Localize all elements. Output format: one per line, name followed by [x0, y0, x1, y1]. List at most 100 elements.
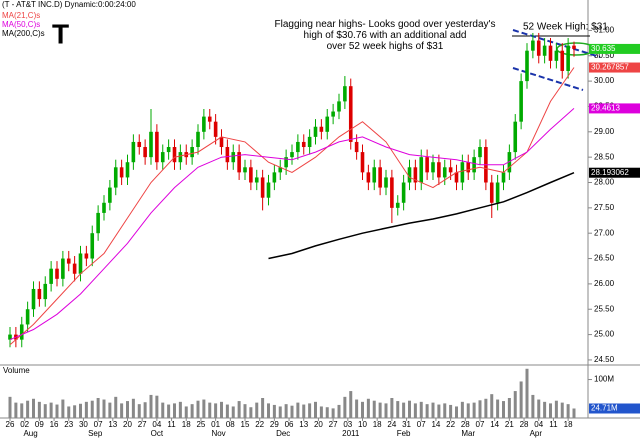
candle-body — [31, 288, 36, 310]
candle-body — [296, 141, 300, 153]
volume-bar — [220, 401, 223, 418]
legend-entry: MA(200,C)s — [2, 29, 45, 38]
candle-body — [301, 141, 306, 148]
volume-bar — [460, 401, 464, 418]
candle-body — [572, 45, 576, 49]
volume-bar — [267, 403, 270, 418]
candle-body — [466, 162, 471, 173]
volume-bar — [343, 396, 347, 418]
x-tick-label: 02 — [20, 420, 29, 429]
volume-bar — [120, 403, 124, 418]
volume-bar — [20, 403, 24, 418]
candle-body — [495, 182, 500, 203]
x-tick-label: 20 — [314, 420, 323, 429]
legend-entry: MA(21,C)s — [2, 11, 40, 20]
candle-body — [178, 152, 183, 163]
candle-body — [19, 324, 24, 340]
volume-bar — [372, 400, 376, 418]
volume-bar — [190, 404, 194, 418]
volume-bar — [443, 403, 447, 418]
volume-bar — [366, 398, 370, 418]
volume-bar — [490, 394, 494, 418]
y-tick-label: 25.00 — [594, 330, 615, 339]
x-tick-label: 28 — [520, 420, 529, 429]
candle-body — [401, 182, 406, 203]
annotation: Flagging near highs- Looks good over yes… — [275, 19, 496, 52]
candle-body — [542, 45, 547, 56]
x-tick-label: 11 — [167, 420, 176, 429]
x-tick-label: 18 — [373, 420, 382, 429]
y-tick-label: 27.00 — [594, 228, 615, 237]
candle-body — [354, 141, 359, 153]
candle-body — [343, 86, 347, 102]
candle-body — [131, 141, 136, 163]
x-tick-label: 04 — [152, 420, 161, 429]
legend-entry: MA(50,C)s — [2, 20, 40, 29]
candle-body — [378, 167, 382, 188]
candle-body — [160, 152, 165, 163]
volume-bar — [184, 406, 188, 418]
volume-bar — [14, 402, 18, 418]
month-label: Apr — [530, 429, 543, 438]
candle-body — [225, 147, 230, 163]
x-tick-label: 15 — [241, 420, 250, 429]
volume-bar — [455, 406, 458, 418]
candle-body — [8, 334, 12, 340]
candle-body — [90, 233, 95, 259]
candle-body — [72, 263, 77, 274]
volume-bar — [319, 406, 323, 418]
candle-body — [395, 202, 400, 208]
candle-body — [196, 131, 200, 148]
candle-body — [143, 147, 147, 158]
volume-bar — [143, 402, 147, 418]
volume-bar — [314, 401, 317, 418]
candle-body — [290, 152, 294, 158]
candle-body — [337, 101, 341, 112]
y-tick-label: 100M — [594, 375, 614, 384]
x-tick-label: 22 — [446, 420, 455, 429]
volume-bar — [84, 401, 88, 418]
volume-bar — [137, 404, 141, 418]
volume-bar — [349, 391, 353, 418]
candle-body — [525, 50, 529, 82]
volume-bar — [549, 403, 552, 418]
volume-bar — [167, 404, 171, 418]
y-tick-label: 29.00 — [594, 127, 615, 136]
volume-bar — [284, 404, 288, 418]
volume-bar — [560, 402, 564, 418]
candle-body — [278, 167, 283, 173]
x-tick-label: 30 — [79, 420, 88, 429]
x-tick-label: 29 — [270, 420, 279, 429]
volume-bar — [478, 400, 482, 418]
candle-body — [519, 81, 523, 122]
x-tick-label: 18 — [564, 420, 573, 429]
volume-bar — [26, 400, 30, 418]
candle-body — [266, 182, 271, 198]
candle-body — [454, 172, 459, 183]
x-tick-label: 25 — [196, 420, 205, 429]
x-tick-label: 11 — [549, 420, 558, 429]
month-label: Sep — [88, 429, 103, 438]
candle-body — [43, 283, 48, 300]
volume-bar — [272, 404, 276, 418]
volume-bar — [214, 403, 218, 418]
candle-body — [166, 147, 171, 153]
volume-bar — [496, 399, 500, 418]
month-label: Oct — [151, 429, 164, 438]
candle-body — [501, 172, 506, 183]
volume-bar — [196, 400, 200, 418]
volume-bar — [378, 402, 382, 418]
volume-bar — [278, 406, 282, 418]
volume-bar — [390, 398, 394, 418]
last-value-label: 29.4613 — [591, 104, 620, 113]
ma-line — [9, 108, 575, 341]
last-value-box — [589, 43, 640, 54]
month-label: Feb — [397, 429, 411, 438]
last-value-box — [589, 103, 640, 114]
y-tick-label: 28.00 — [594, 178, 615, 187]
volume-bar — [449, 404, 453, 418]
x-tick-label: 20 — [123, 420, 132, 429]
candle-body — [536, 40, 541, 56]
candle-body — [25, 309, 30, 325]
last-value-box — [589, 167, 640, 178]
